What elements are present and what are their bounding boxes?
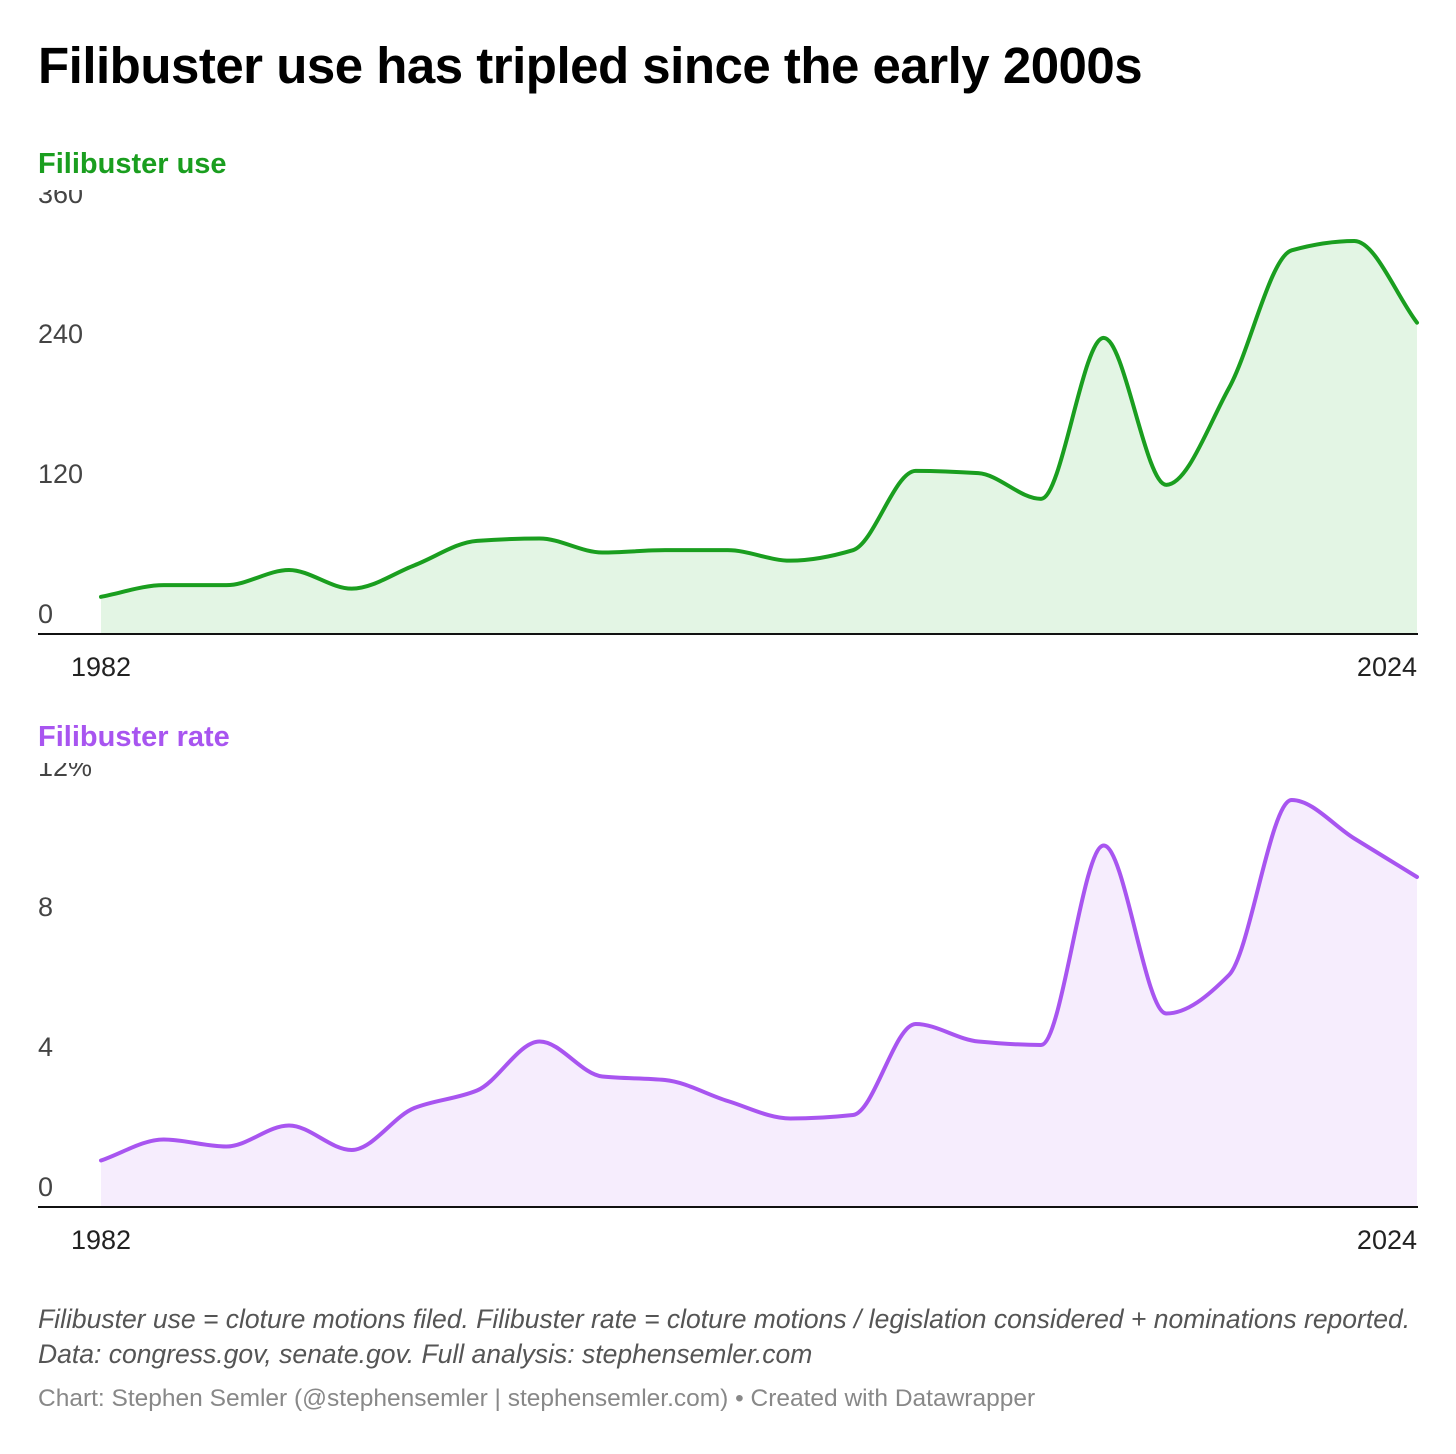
y-tick-label: 0 (38, 1172, 53, 1202)
chart-notes: Filibuster use = cloture motions filed. … (38, 1304, 1411, 1369)
y-tick-label: 8 (38, 892, 53, 922)
x-tick-label: 1982 (71, 1225, 131, 1255)
x-tick-label: 2024 (1357, 1225, 1417, 1255)
y-tick-label: 360 (38, 190, 83, 209)
panel-title-rate: Filibuster rate (38, 721, 230, 753)
y-tick-label: 0 (38, 599, 53, 629)
chart-credit: Chart: Stephen Semler (@stephensemler | … (38, 1385, 1036, 1412)
series-area (101, 800, 1417, 1206)
y-tick-label: 120 (38, 459, 83, 489)
x-tick-label: 2024 (1357, 652, 1417, 682)
series-line (99, 239, 1419, 599)
y-tick-label: 12% (38, 763, 92, 782)
chart-filibuster-use: 0 120 240 360 1982 2024 (38, 190, 1419, 682)
chart-title: Filibuster use has tripled since the ear… (38, 37, 1143, 94)
panel-title-use: Filibuster use (38, 148, 227, 180)
y-tick-label: 4 (38, 1032, 53, 1062)
x-tick-label: 1982 (71, 652, 131, 682)
y-tick-label: 240 (38, 319, 83, 349)
chart-filibuster-rate: 0 4 8 12% 1982 2024 (38, 763, 1419, 1255)
series-line (99, 798, 1419, 1163)
series-area (101, 241, 1417, 633)
